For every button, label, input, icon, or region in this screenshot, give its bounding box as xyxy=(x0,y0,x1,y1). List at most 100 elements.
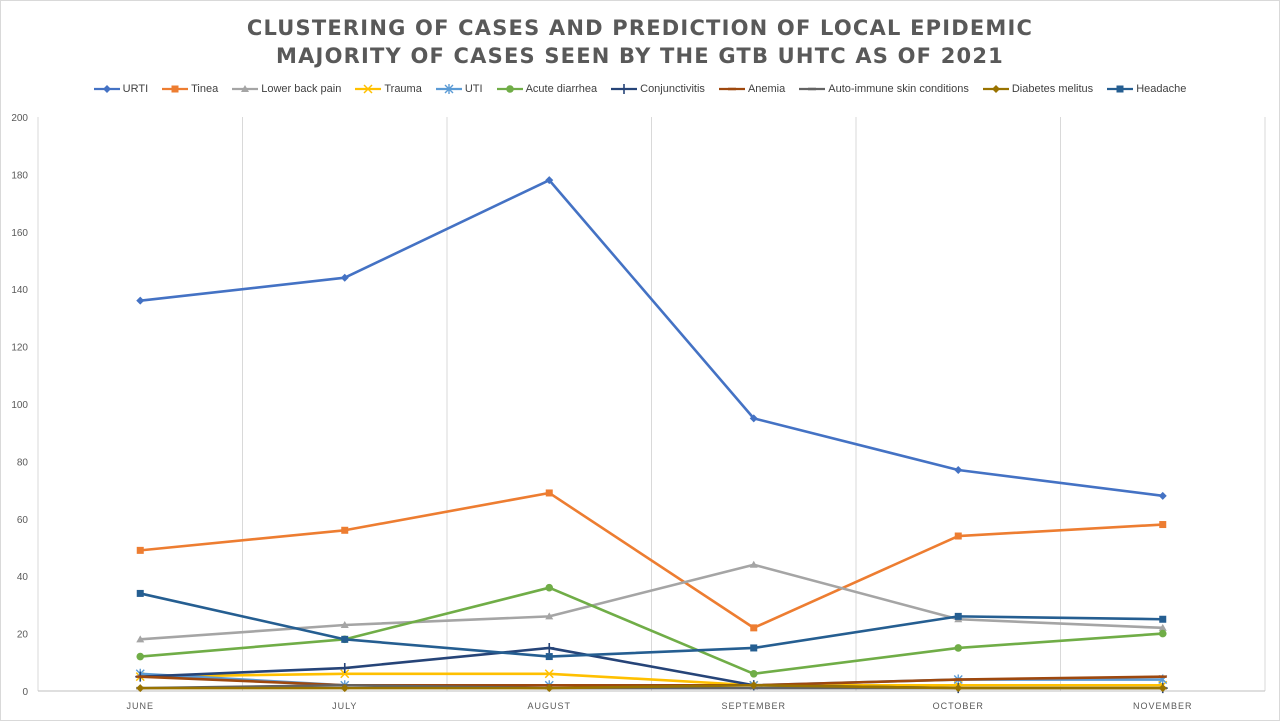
legend-label: Acute diarrhea xyxy=(525,83,598,95)
series-lower-back-pain xyxy=(136,560,1167,643)
data-point-lower-back-pain xyxy=(340,620,349,628)
y-tick-label: 20 xyxy=(17,630,29,641)
y-tick-label: 80 xyxy=(17,457,29,468)
legend-swatch xyxy=(1107,85,1134,93)
x-tick-label: AUGUST xyxy=(527,701,571,711)
legend-label: Auto-immune skin conditions xyxy=(828,83,969,95)
data-point-urti xyxy=(136,296,145,305)
legend-label: Headache xyxy=(1136,83,1187,95)
data-point-diabetes-melitus xyxy=(136,684,145,693)
data-point-headache xyxy=(341,635,349,643)
legend-swatch xyxy=(611,84,638,94)
data-point-acute-diarrhea xyxy=(1158,629,1167,638)
legend-label: URTI xyxy=(122,83,149,95)
x-tick-label: NOVEMBER xyxy=(1133,701,1193,711)
data-point-acute-diarrhea xyxy=(545,583,554,592)
legend-label: UTI xyxy=(464,83,483,95)
legend-swatch xyxy=(982,85,1009,93)
series-line-lower-back-pain xyxy=(140,563,1163,641)
data-point-diabetes-melitus xyxy=(1158,684,1167,693)
data-point-acute-diarrhea xyxy=(749,669,758,678)
data-point-urti xyxy=(954,466,963,475)
legend-item: UTI xyxy=(435,83,483,95)
legend-swatch-marker xyxy=(991,85,1000,93)
data-point-conjunctivitis xyxy=(544,642,555,653)
legend-item: Trauma xyxy=(355,83,422,95)
x-tick-label: JUNE xyxy=(126,701,154,711)
data-point-trauma xyxy=(544,669,554,679)
y-tick-label: 120 xyxy=(11,343,28,354)
x-tick-label: SEPTEMBER xyxy=(721,701,786,711)
y-tick-label: 200 xyxy=(11,113,28,124)
legend-swatch xyxy=(496,85,523,93)
chart-title-line1: CLUSTERING OF CASES AND PREDICTION OF LO… xyxy=(246,16,1034,40)
series-line-urti xyxy=(140,178,1163,498)
data-point-tinea xyxy=(750,624,758,632)
data-point-tinea xyxy=(136,546,144,554)
legend-swatch xyxy=(232,85,259,92)
data-point-headache xyxy=(1159,615,1167,623)
x-tick-label: JULY xyxy=(332,701,357,711)
series-line-headache xyxy=(139,592,1163,658)
data-point-acute-diarrhea xyxy=(136,652,145,661)
legend-item: Acute diarrhea xyxy=(496,83,598,95)
legend-item: Tinea xyxy=(162,83,218,95)
series-tinea xyxy=(136,489,1167,632)
data-point-headache xyxy=(136,589,144,597)
series-acute-diarrhea xyxy=(136,583,1167,678)
legend-swatch xyxy=(93,85,120,93)
legend-item: URTI xyxy=(93,83,149,95)
data-point-headache xyxy=(545,653,553,661)
data-point-lower-back-pain xyxy=(1158,623,1167,631)
series-diabetes-melitus xyxy=(136,681,1167,693)
series-headache xyxy=(136,589,1167,661)
legend-label: Tinea xyxy=(191,83,219,95)
legend-label: Trauma xyxy=(384,83,422,95)
data-point-lower-back-pain xyxy=(545,612,554,620)
data-point-headache xyxy=(750,644,758,652)
series-urti xyxy=(136,176,1167,500)
data-point-acute-diarrhea xyxy=(954,644,963,652)
legend-item: Conjunctivitis xyxy=(611,83,705,95)
legend-item: Diabetes melitus xyxy=(982,83,1094,95)
y-tick-label: 160 xyxy=(11,228,28,239)
legend-label: Lower back pain xyxy=(261,83,342,95)
legend-label: Diabetes melitus xyxy=(1011,83,1094,95)
legend-swatch xyxy=(718,87,745,91)
legend-item: Headache xyxy=(1107,83,1186,95)
data-point-urti xyxy=(749,414,758,423)
legend-item: Auto-immune skin conditions xyxy=(799,83,969,95)
legend-swatch-marker xyxy=(102,85,111,93)
legend-item: Anemia xyxy=(718,83,785,95)
x-tick-label: OCTOBER xyxy=(933,701,984,711)
chart-legend: URTI Tinea Lower back pain Trauma UTI Acute d… xyxy=(0,83,1280,95)
legend-swatch-marker xyxy=(444,84,454,94)
series-line-anemia xyxy=(140,675,1163,687)
data-point-urti xyxy=(1158,491,1167,500)
y-tick-label: 140 xyxy=(11,285,28,296)
legend-swatch xyxy=(162,85,189,93)
legend-swatch-marker xyxy=(1116,85,1124,93)
data-point-diabetes-melitus xyxy=(749,681,758,690)
legend-swatch-marker xyxy=(171,85,179,93)
y-tick-label: 180 xyxy=(11,170,28,181)
legend-swatch xyxy=(435,84,462,94)
y-tick-label: 60 xyxy=(17,515,29,526)
legend-item: Lower back pain xyxy=(232,83,341,95)
data-point-tinea xyxy=(341,526,349,534)
data-point-trauma xyxy=(340,669,350,679)
data-point-tinea xyxy=(1159,521,1167,529)
legend-swatch-marker xyxy=(241,85,250,92)
series-line-diabetes-melitus xyxy=(140,683,1163,690)
y-tick-label: 0 xyxy=(22,687,28,698)
data-point-lower-back-pain xyxy=(136,635,145,643)
data-point-tinea xyxy=(954,532,962,540)
data-point-lower-back-pain xyxy=(749,560,758,568)
data-point-urti xyxy=(340,273,349,282)
series-line-tinea xyxy=(140,491,1163,630)
series-line-trauma xyxy=(140,672,1163,687)
y-tick-label: 100 xyxy=(11,400,28,411)
legend-swatch xyxy=(355,84,382,94)
data-point-conjunctivitis xyxy=(339,663,350,674)
